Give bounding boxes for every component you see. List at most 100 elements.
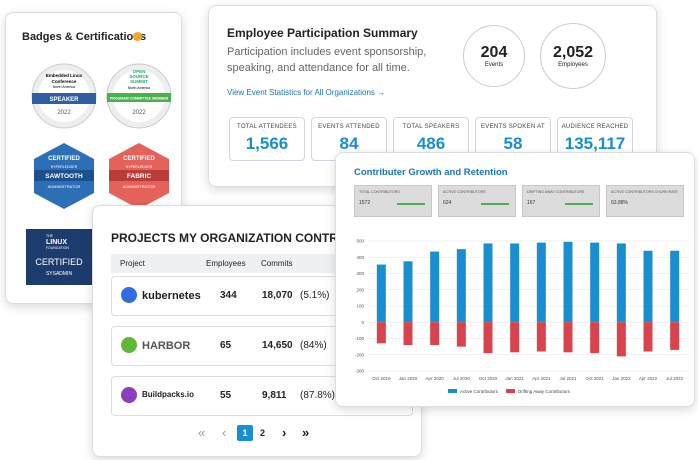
ribbon (32, 93, 96, 104)
next-page[interactable]: › (282, 425, 287, 440)
summary-description: Participation includes event sponsorship… (227, 46, 427, 74)
legend-swatch (448, 389, 457, 393)
bar (643, 250, 653, 323)
bar (670, 250, 680, 323)
page-button[interactable]: 2 (260, 428, 266, 438)
bar (590, 322, 600, 354)
prev-page[interactable]: ‹ (222, 425, 227, 440)
first-page[interactable]: « (198, 425, 206, 440)
badge-text: North America (53, 85, 75, 89)
badge-text: CERTIFIED (35, 257, 83, 267)
tile-label: DRIFTING AWAY CONTRIBUTORS (527, 190, 585, 194)
badges-card: Badges & Certifications Embedded Linux C… (5, 12, 182, 304)
commit-count: 18,070 (262, 290, 293, 301)
legend-label: Drifting Away Contributors (518, 389, 571, 394)
y-tick-label: 200 (356, 287, 364, 292)
x-tick-label: Jan 2020 (399, 376, 418, 381)
stat-label: EVENTS ATTENDED (318, 124, 380, 130)
badge-ribbon: PROGRAM COMMITTEE MEMBER (110, 97, 169, 101)
x-tick-label: Apr 2022 (639, 376, 658, 381)
stat-value: 58 (503, 134, 523, 153)
project-logo (121, 337, 137, 353)
stat-label: AUDIENCE REACHED (561, 124, 629, 130)
bar (456, 249, 466, 323)
badge-text: ADMINISTRATOR (48, 184, 81, 189)
bar (616, 322, 626, 357)
bar (670, 322, 680, 350)
project-name: Buildpacks.io (142, 390, 195, 399)
badge-text: HYPERLEDGER (126, 165, 153, 169)
stat-label: TOTAL SPEAKERS (402, 124, 460, 130)
sparkline (565, 203, 593, 205)
employee-count: 344 (220, 290, 237, 301)
stat-value: 486 (416, 134, 446, 153)
bar (510, 243, 520, 323)
y-tick-label: 400 (356, 255, 364, 260)
y-tick-label: -100 (355, 336, 365, 341)
tile-label: ACTIVE CONTRIBUTORS CHURN RATE (611, 190, 678, 194)
count-circle: 204 Events (463, 25, 525, 87)
x-tick-label: Jul 2020 (453, 376, 471, 381)
legend-swatch (506, 389, 515, 393)
x-tick-label: Apr 2020 (426, 376, 445, 381)
page-button[interactable]: 1 (237, 425, 253, 441)
lf-badge (26, 229, 92, 285)
y-tick-label: -200 (355, 352, 365, 357)
commit-count: 9,811 (262, 390, 287, 401)
bar (376, 264, 386, 323)
tile-label: TOTAL CONTRIBUTORS (359, 190, 400, 194)
bar (403, 261, 413, 323)
employee-count: 65 (220, 340, 232, 351)
sparkline (481, 203, 509, 205)
project-name: HARBOR (142, 340, 191, 352)
bar (563, 322, 573, 353)
metric-tile: DRIFTING AWAY CONTRIBUTORS 167 (522, 185, 600, 217)
badge-art: Embedded Linux Conference North America … (26, 63, 172, 285)
link-text[interactable]: View Event Statistics for All Organizati… (227, 88, 375, 97)
badge-year: 2022 (57, 110, 71, 116)
pagination: « ‹ 1 2 › » (198, 425, 328, 443)
x-tick-label: Oct 2021 (586, 376, 605, 381)
badge-text: SYSADMIN (46, 271, 73, 277)
count-label: Employees (558, 62, 588, 68)
bar (430, 322, 440, 345)
bar (430, 251, 440, 323)
y-tick-label: 100 (356, 304, 364, 309)
count-value: 204 (480, 44, 508, 61)
bar (483, 322, 493, 354)
tile-value: 167 (527, 200, 536, 206)
tile-value: 624 (443, 200, 452, 206)
y-tick-label: -300 (355, 369, 365, 374)
project-logo (121, 287, 137, 303)
bar (536, 242, 546, 323)
ribbon (34, 170, 94, 181)
badge-text: LINUX (46, 239, 67, 246)
badge-ribbon: SPEAKER (49, 97, 79, 103)
stat-box: TOTAL ATTENDEES 1,566 (229, 117, 305, 161)
bar (536, 322, 546, 352)
badge-text: CERTIFIED (123, 156, 155, 162)
x-tick-label: Jan 2022 (612, 376, 631, 381)
x-tick-label: Jul 2022 (666, 376, 684, 381)
stat-value: 84 (339, 134, 359, 153)
sparkline (397, 203, 425, 205)
stats-link[interactable]: View Event Statistics for All Organizati… (227, 88, 385, 97)
bar (403, 322, 413, 345)
x-tick-label: Oct 2020 (479, 376, 498, 381)
projects-title: PROJECTS MY ORGANIZATION CONTRIBUTES (111, 231, 382, 245)
link-arrow[interactable]: → (377, 88, 386, 97)
project-name: kubernetes (142, 290, 201, 302)
badge-text: FABRIC (127, 173, 152, 180)
metric-tile: ACTIVE CONTRIBUTORS 624 (438, 185, 516, 217)
badge-text: SOURCE (129, 74, 148, 79)
last-page[interactable]: » (302, 425, 310, 440)
badge-text: FOUNDATION (46, 246, 69, 250)
x-tick-label: Jul 2021 (559, 376, 577, 381)
metric-tile: ACTIVE CONTRIBUTORS CHURN RATE 63.88% (606, 185, 684, 217)
badge-year: 2022 (132, 110, 146, 116)
stat-value: 1,566 (245, 134, 289, 153)
count-value: 2,052 (552, 44, 594, 61)
bar (643, 322, 653, 352)
ribbon (107, 93, 171, 102)
